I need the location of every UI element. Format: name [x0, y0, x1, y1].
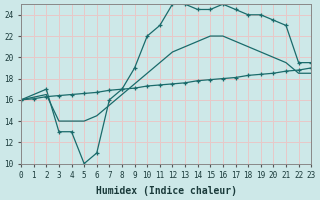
- X-axis label: Humidex (Indice chaleur): Humidex (Indice chaleur): [96, 186, 236, 196]
